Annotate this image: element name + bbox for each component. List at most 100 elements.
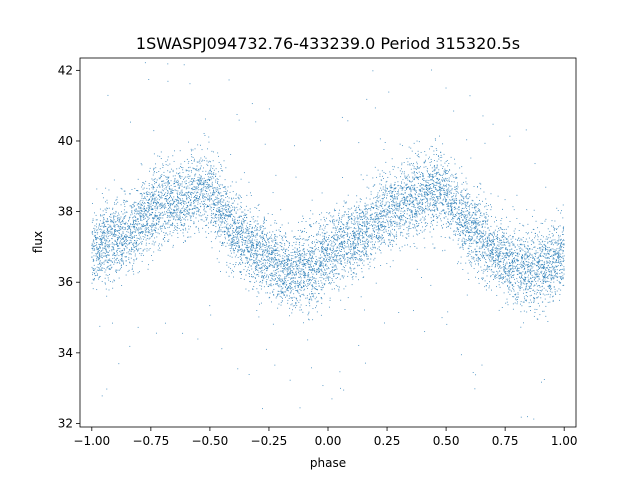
data-point bbox=[500, 239, 502, 241]
data-point bbox=[468, 248, 470, 250]
data-point bbox=[223, 160, 225, 162]
data-point bbox=[153, 169, 154, 171]
data-point bbox=[177, 216, 179, 218]
data-point bbox=[561, 210, 562, 212]
data-point bbox=[504, 237, 506, 239]
data-point bbox=[472, 212, 474, 214]
data-point bbox=[256, 296, 258, 298]
data-point bbox=[220, 200, 222, 202]
data-point bbox=[379, 205, 381, 207]
data-point bbox=[450, 204, 452, 206]
data-point bbox=[350, 244, 352, 246]
data-point bbox=[522, 301, 524, 303]
data-point bbox=[347, 222, 349, 224]
data-point bbox=[197, 201, 199, 203]
data-point bbox=[357, 249, 358, 251]
data-point bbox=[520, 284, 522, 286]
data-point bbox=[131, 237, 133, 239]
data-point bbox=[522, 265, 524, 267]
data-point bbox=[414, 246, 416, 247]
data-point bbox=[176, 213, 178, 215]
data-point bbox=[304, 288, 306, 290]
data-point bbox=[134, 235, 136, 237]
data-point bbox=[136, 237, 138, 239]
data-point bbox=[301, 221, 303, 222]
data-point bbox=[398, 203, 400, 205]
data-point bbox=[311, 259, 313, 261]
data-point bbox=[557, 257, 559, 259]
data-point bbox=[347, 216, 349, 218]
data-point bbox=[505, 257, 507, 259]
data-point bbox=[286, 284, 288, 286]
data-point bbox=[428, 176, 430, 178]
data-point bbox=[232, 244, 234, 245]
data-point bbox=[396, 235, 398, 237]
data-point bbox=[356, 237, 358, 239]
data-point bbox=[455, 196, 457, 198]
data-point bbox=[446, 203, 448, 205]
data-point bbox=[206, 186, 208, 187]
data-point bbox=[169, 195, 171, 196]
data-point bbox=[184, 223, 186, 225]
data-point bbox=[171, 189, 173, 191]
data-point bbox=[104, 231, 106, 233]
data-point bbox=[398, 228, 400, 230]
data-point bbox=[348, 216, 350, 218]
data-point bbox=[271, 258, 273, 260]
data-point bbox=[225, 271, 227, 273]
data-point bbox=[440, 210, 442, 212]
data-point bbox=[410, 201, 412, 203]
data-point bbox=[338, 247, 340, 249]
data-point bbox=[224, 204, 226, 205]
data-point bbox=[505, 302, 507, 304]
data-point bbox=[219, 227, 221, 229]
data-point bbox=[237, 228, 239, 230]
data-point bbox=[337, 226, 338, 228]
data-point bbox=[185, 227, 187, 229]
data-point bbox=[166, 182, 168, 184]
data-point bbox=[170, 216, 172, 218]
data-point bbox=[177, 205, 179, 207]
data-point bbox=[417, 204, 419, 206]
data-point bbox=[335, 243, 337, 245]
data-point bbox=[176, 230, 178, 231]
data-point bbox=[340, 299, 342, 301]
data-point bbox=[537, 296, 539, 298]
data-point bbox=[546, 236, 548, 238]
data-point bbox=[273, 293, 275, 295]
data-point bbox=[391, 193, 393, 194]
data-point bbox=[513, 252, 515, 254]
data-point bbox=[324, 260, 326, 262]
data-point bbox=[421, 277, 422, 278]
data-point bbox=[403, 224, 405, 226]
data-point bbox=[227, 208, 229, 209]
data-point bbox=[139, 231, 141, 233]
data-point bbox=[354, 210, 356, 212]
data-point bbox=[512, 260, 513, 262]
data-point bbox=[445, 216, 447, 218]
data-point bbox=[414, 214, 416, 216]
data-point bbox=[371, 249, 373, 251]
data-point bbox=[398, 208, 400, 210]
data-point bbox=[491, 250, 493, 252]
data-point bbox=[524, 278, 526, 280]
data-point bbox=[432, 243, 434, 245]
data-point bbox=[424, 212, 426, 214]
data-point bbox=[148, 202, 150, 204]
data-point bbox=[119, 262, 121, 264]
data-point bbox=[232, 249, 234, 251]
data-point bbox=[116, 196, 118, 198]
data-point bbox=[498, 261, 500, 263]
data-point bbox=[233, 240, 235, 242]
data-point bbox=[433, 216, 434, 218]
data-point bbox=[157, 208, 158, 210]
data-point bbox=[429, 191, 431, 193]
data-point bbox=[538, 255, 540, 257]
data-point bbox=[108, 226, 110, 228]
data-point bbox=[349, 249, 351, 251]
data-point bbox=[441, 194, 442, 196]
data-point bbox=[200, 157, 202, 159]
data-point bbox=[253, 253, 255, 255]
data-point bbox=[284, 264, 286, 266]
data-point bbox=[293, 262, 295, 264]
